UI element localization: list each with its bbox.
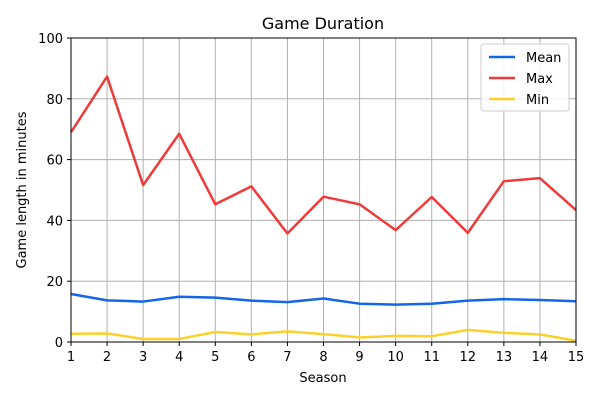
legend-label-max: Max <box>526 72 553 87</box>
x-tick-label: 5 <box>211 350 219 365</box>
chart-title: Game Duration <box>262 14 384 33</box>
x-tick-label: 11 <box>423 350 440 365</box>
x-axis-label: Season <box>299 371 346 386</box>
y-tick-label: 0 <box>55 336 63 351</box>
x-tick-label: 9 <box>355 350 363 365</box>
y-tick-label: 100 <box>38 32 63 47</box>
series-layer <box>69 75 577 343</box>
x-tick-label: 13 <box>496 350 513 365</box>
y-tick-label: 40 <box>46 214 63 229</box>
x-tick-label: 4 <box>175 350 183 365</box>
legend-label-min: Min <box>526 93 549 108</box>
x-tick-label: 1 <box>67 350 75 365</box>
legend: Mean Max Min <box>480 43 570 112</box>
y-tick-label: 20 <box>46 275 63 290</box>
x-axis-ticks: 1 2 3 4 5 6 7 8 9 10 11 12 13 14 15 <box>67 342 584 365</box>
y-axis-label: Game length in minutes <box>15 111 30 268</box>
x-tick-label: 7 <box>283 350 291 365</box>
y-axis-ticks: 0 20 40 60 80 100 <box>38 32 71 351</box>
series-line-min <box>70 328 577 343</box>
x-tick-label: 14 <box>532 350 549 365</box>
legend-label-mean: Mean <box>526 51 561 66</box>
series-line-max <box>69 75 577 235</box>
x-tick-label: 12 <box>460 350 477 365</box>
y-tick-label: 60 <box>46 154 63 169</box>
x-tick-label: 6 <box>247 350 255 365</box>
grid <box>70 37 577 343</box>
x-tick-label: 10 <box>387 350 404 365</box>
y-tick-label: 80 <box>46 93 63 108</box>
x-tick-label: 3 <box>139 350 147 365</box>
x-tick-label: 15 <box>568 350 585 365</box>
legend-box <box>480 43 570 112</box>
series-line-mean <box>70 292 577 306</box>
x-tick-label: 2 <box>103 350 111 365</box>
x-tick-label: 8 <box>319 350 327 365</box>
